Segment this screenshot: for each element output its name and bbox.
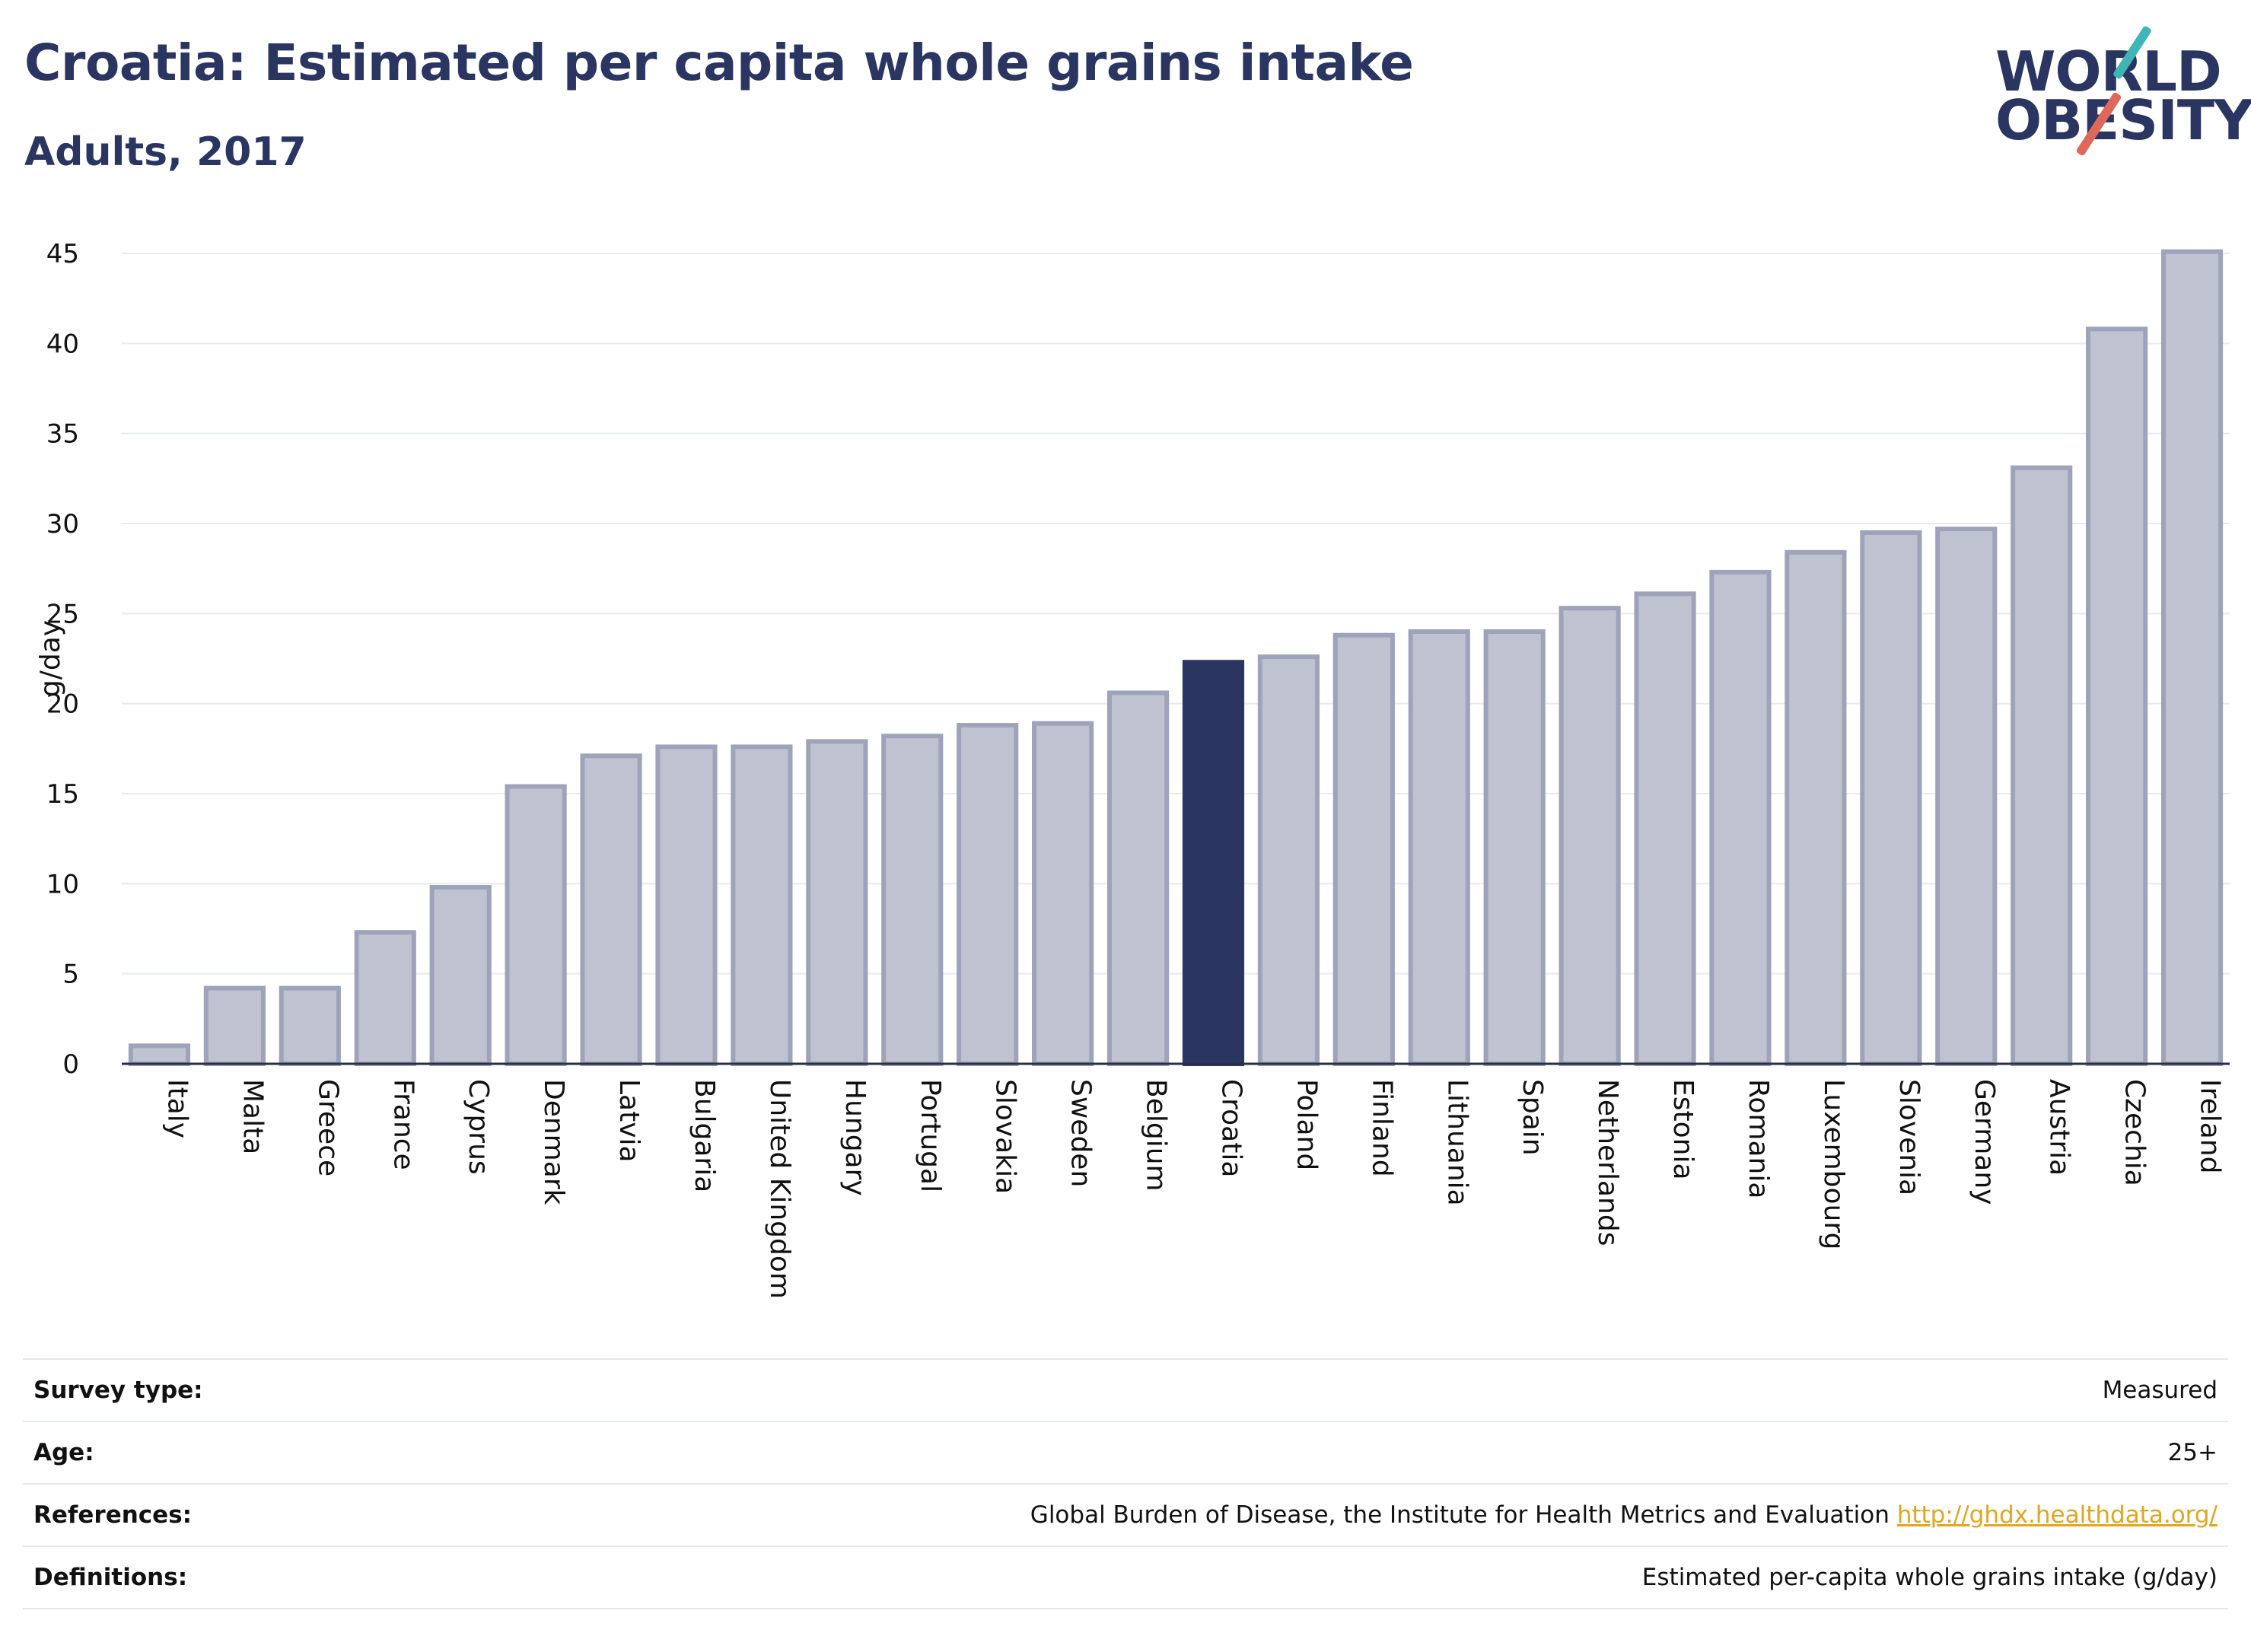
x-tick-label: Lithuania [1441,1079,1473,1206]
x-tick-label: Germany [1969,1079,2000,1205]
bar-latvia[interactable] [580,753,642,1066]
age-label: Age: [23,1421,323,1484]
age-row: Age: 25+ [23,1421,2228,1484]
survey-type-value: Measured [323,1358,2228,1421]
y-tick-label: 5 [62,960,79,990]
x-tick-label: Poland [1291,1079,1322,1170]
age-value: 25+ [323,1421,2228,1484]
x-tick-label: Bulgaria [689,1079,720,1192]
bar-portugal[interactable] [881,734,944,1066]
y-tick-label: 45 [46,239,79,269]
x-tick-label: Netherlands [1592,1079,1623,1246]
y-axis-label: g/day [35,620,66,697]
y-tick-label: 40 [46,329,79,359]
references-label: References: [23,1483,323,1546]
bar-croatia[interactable] [1182,660,1245,1066]
survey-type-label: Survey type: [23,1358,323,1421]
references-text: Global Burden of Disease, the Institute … [1030,1501,1890,1529]
y-tick-label: 35 [46,419,79,450]
x-tick-label: Spain [1517,1079,1548,1156]
x-tick-label: Luxembourg [1818,1079,1849,1249]
bar-czechia[interactable] [2086,326,2148,1066]
bar-hungary[interactable] [806,739,868,1066]
definitions-label: Definitions: [23,1545,323,1609]
bar-spain[interactable] [1483,629,1546,1066]
x-tick-label: Portugal [915,1079,946,1192]
bar-finland[interactable] [1332,632,1395,1066]
x-tick-label: Malta [237,1079,268,1154]
bar-estonia[interactable] [1634,591,1696,1066]
bar-austria[interactable] [2011,465,2073,1066]
bar-united-kingdom[interactable] [731,744,793,1066]
x-tick-label: Estonia [1667,1079,1699,1180]
y-tick-label: 10 [46,869,79,899]
world-obesity-logo[interactable]: WORLD OBESITY [1979,23,2251,160]
definitions-value: Estimated per-capita whole grains intake… [323,1545,2228,1609]
bar-netherlands[interactable] [1559,606,1621,1066]
x-tick-label: Ireland [2195,1079,2226,1174]
y-tick-label: 0 [62,1049,79,1080]
x-tick-label: Greece [312,1079,343,1176]
bar-chart: 0 5 10 15 20 25 30 35 40 45 Italy Malta Greece Franc… [35,239,2230,1299]
x-tick-label: Austria [2044,1079,2075,1176]
x-tick-label: Slovakia [990,1079,1021,1194]
logo-text-obesity: OBESITY [1995,88,2251,152]
bar-slovakia[interactable] [957,723,1019,1066]
y-tick-label: 30 [46,509,79,540]
bar-slovenia[interactable] [1860,530,1922,1066]
x-tick-label: Sweden [1065,1079,1097,1187]
bar-romania[interactable] [1709,569,1772,1066]
x-tick-label: Latvia [613,1079,645,1163]
x-tick-label: United Kingdom [764,1079,795,1299]
logo-text-world: WORLD [1995,40,2222,103]
definitions-row: Definitions: Estimated per-capita whole … [23,1545,2228,1609]
bar-lithuania[interactable] [1408,629,1470,1066]
x-tick-label: Denmark [538,1079,569,1205]
bar-poland[interactable] [1257,654,1320,1066]
bar-cyprus[interactable] [429,885,492,1066]
chart-subtitle: Adults, 2017 [24,129,307,175]
bar-italy[interactable] [128,1043,191,1067]
y-tick-label: 25 [46,599,79,629]
survey-type-row: Survey type: Measured [23,1358,2228,1421]
bar-ireland[interactable] [2160,249,2224,1067]
y-tick-label: 20 [46,689,79,720]
x-tick-label: Cyprus [463,1079,494,1175]
bar-malta[interactable] [203,985,266,1066]
x-axis-labels: Italy Malta Greece France Cyprus Denmark Latvi… [161,1079,2225,1299]
x-tick-label: Hungary [839,1079,871,1196]
x-tick-label: Croatia [1215,1079,1246,1177]
bars [128,249,2224,1067]
x-tick-label: Italy [161,1079,193,1138]
bar-sweden[interactable] [1032,721,1094,1066]
bar-germany[interactable] [1935,527,1998,1066]
x-tick-label: France [387,1079,419,1170]
chart-title: Croatia: Estimated per capita whole grai… [24,33,1414,92]
x-tick-label: Slovenia [1893,1079,1925,1195]
bar-luxembourg[interactable] [1785,549,1847,1066]
bar-belgium[interactable] [1106,690,1170,1066]
bar-france[interactable] [354,930,416,1066]
x-tick-label: Romania [1743,1079,1774,1198]
bar-denmark[interactable] [505,784,567,1066]
bar-bulgaria[interactable] [655,744,718,1066]
references-row: References: Global Burden of Disease, th… [23,1483,2228,1546]
y-tick-label: 15 [46,779,79,810]
references-link[interactable]: http://ghdx.healthdata.org/ [1896,1501,2218,1529]
x-tick-label: Czechia [2119,1079,2151,1186]
x-tick-label: Belgium [1141,1079,1172,1192]
x-tick-label: Finland [1366,1079,1397,1177]
bar-greece[interactable] [279,985,341,1066]
y-axis-ticks: 0 5 10 15 20 25 30 35 40 45 [46,239,79,1080]
info-table: Survey type: Measured Age: 25+ Reference… [23,1358,2228,1609]
